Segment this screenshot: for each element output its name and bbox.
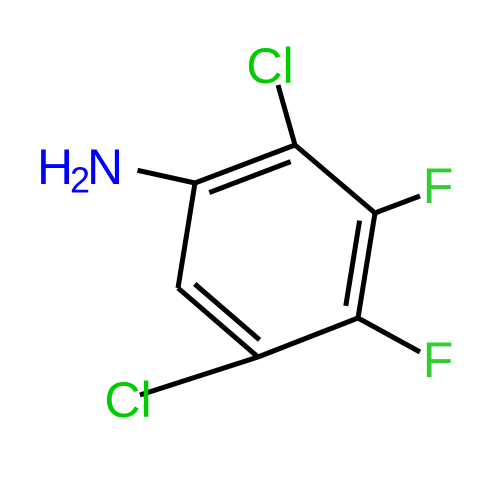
bond-to-f-bottom (358, 318, 420, 352)
ring-double-bond (346, 221, 360, 306)
ring-double-bond (209, 162, 290, 193)
f-top-label: F (423, 158, 454, 214)
cl-bottom-label: Cl (104, 372, 151, 428)
bond-to-cl-bottom (140, 357, 258, 395)
f-bottom-label: F (423, 332, 454, 388)
cl-top-label: Cl (246, 38, 293, 94)
ring-bond (295, 145, 375, 213)
bond-to-nh2 (138, 170, 195, 183)
nh2-n: N (87, 139, 123, 195)
bond-to-f-top (375, 196, 420, 213)
bond-to-cl-top (278, 85, 295, 145)
ring-bond (258, 318, 358, 357)
molecule-diagram: H2NClFFCl (0, 0, 500, 500)
ring-bond (178, 288, 258, 357)
nh2-h: H (37, 139, 73, 195)
ring-bond (178, 183, 195, 288)
